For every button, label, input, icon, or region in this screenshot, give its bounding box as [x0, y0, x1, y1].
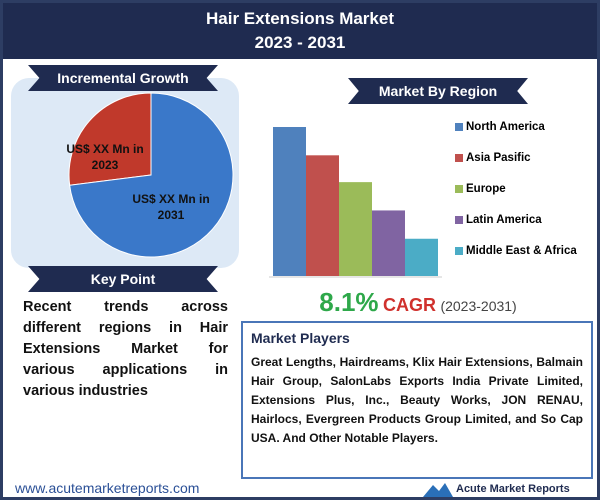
- bar: [405, 238, 438, 276]
- logo-text: Acute Market Reports: [456, 483, 570, 495]
- market-players-text: Great Lengths, Hairdreams, Klix Hair Ext…: [251, 355, 583, 445]
- market-players: Market Players Great Lengths, Hairdreams…: [241, 321, 593, 479]
- header: Hair Extensions Market 2023 - 2031: [3, 3, 597, 59]
- legend-swatch: [455, 185, 463, 193]
- bar: [339, 182, 372, 276]
- legend-swatch: [455, 123, 463, 131]
- cagr: 8.1% CAGR (2023-2031): [243, 287, 593, 318]
- pie-title: Incremental Growth: [28, 65, 218, 91]
- legend-label: North America: [466, 121, 545, 133]
- logo-icon: [423, 483, 453, 497]
- pie-label: US$ XX Mn in 2031: [132, 192, 210, 222]
- title: Hair Extensions Market: [205, 9, 394, 28]
- legend-label: Europe: [466, 183, 506, 195]
- logo: Acute Market Reports: [423, 481, 570, 497]
- legend-label: Asia Pasific: [466, 152, 531, 164]
- bar: [372, 210, 405, 276]
- key-point-text: Recent trends across different regions i…: [23, 299, 228, 399]
- cagr-label: CAGR: [382, 295, 436, 315]
- legend-swatch: [455, 154, 463, 162]
- legend-label: Middle East & Africa: [466, 245, 577, 257]
- legend-swatch: [455, 216, 463, 224]
- legend-swatch: [455, 247, 463, 255]
- cagr-value: 8.1%: [319, 287, 379, 317]
- website: www.acutemarketreports.com: [15, 480, 200, 496]
- bar-title: Market By Region: [348, 78, 528, 104]
- legend-label: Latin America: [466, 214, 542, 226]
- subtitle: 2023 - 2031: [254, 33, 346, 52]
- market-players-title: Market Players: [251, 330, 350, 346]
- pie-chart: [68, 92, 234, 258]
- cagr-period: (2023-2031): [440, 298, 517, 314]
- bar: [273, 127, 306, 276]
- pie-slice: [69, 92, 234, 258]
- pie-slice: [68, 92, 152, 186]
- pie-label: US$ XX Mn in 2023: [66, 142, 144, 172]
- key-point-title: Key Point: [28, 266, 218, 292]
- bar-chart: North America Asia Pasific Europe Latin Ame…: [269, 121, 577, 278]
- bar: [306, 155, 339, 276]
